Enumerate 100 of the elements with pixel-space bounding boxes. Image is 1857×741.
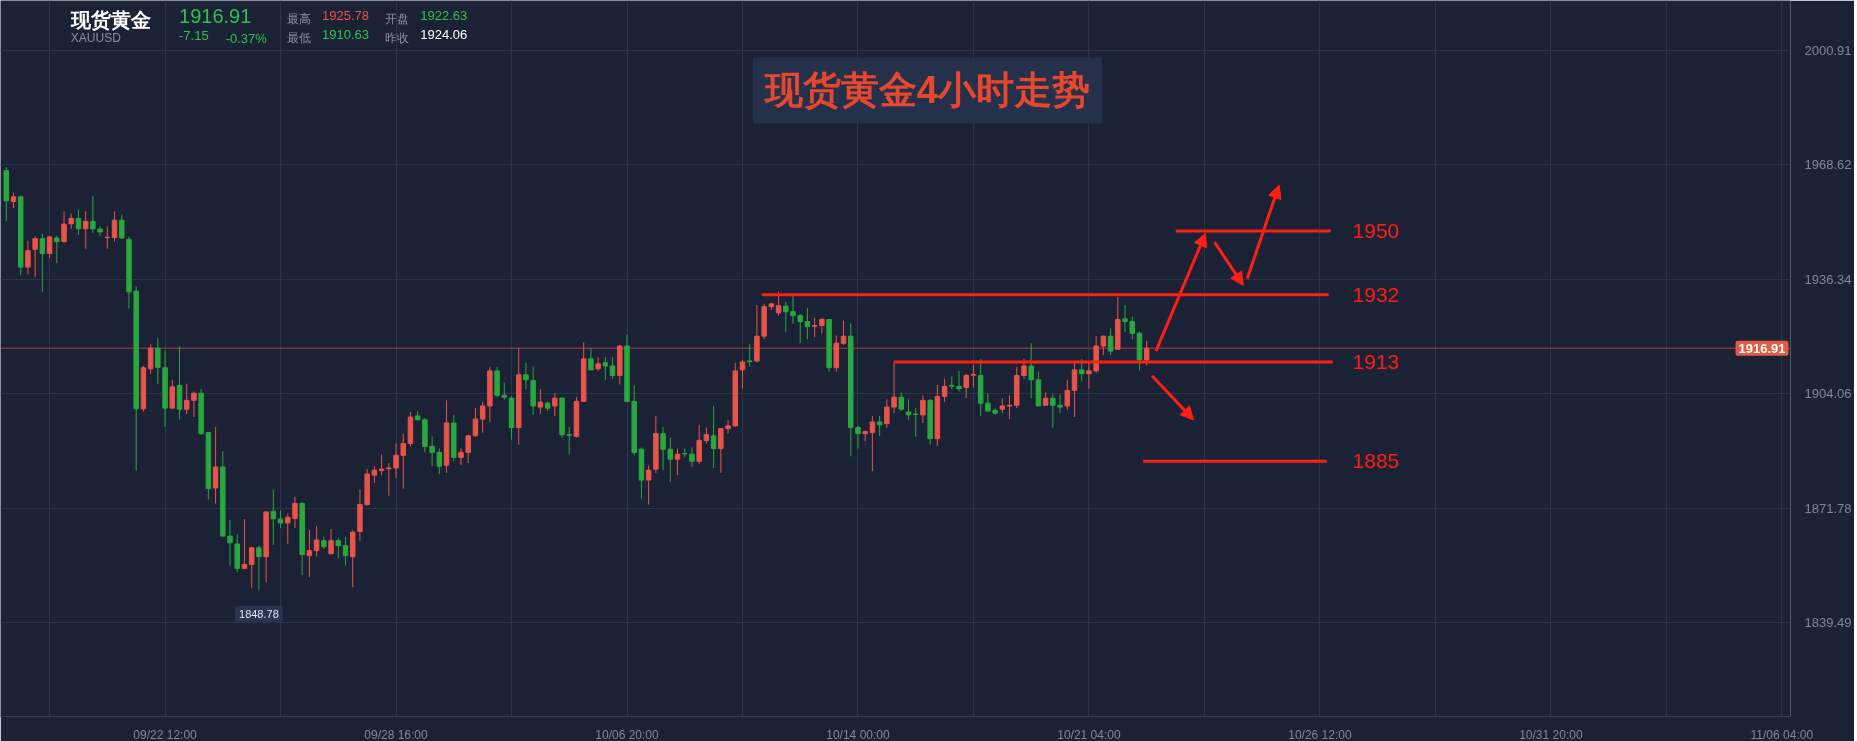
candlestick <box>393 443 399 479</box>
candlestick <box>696 424 702 465</box>
candlestick <box>104 225 111 250</box>
candlestick <box>1100 334 1107 356</box>
candlestick <box>335 537 342 559</box>
candlestick <box>328 528 334 555</box>
candlestick <box>609 356 616 380</box>
x-tick-label: 11/06 04:00 <box>1750 727 1814 741</box>
candlestick <box>1028 342 1034 399</box>
x-tick-label: 10/21 04:00 <box>1057 727 1121 741</box>
ref-line-label: 1916.91 <box>1738 340 1786 356</box>
candlestick <box>90 195 96 234</box>
candlestick <box>1086 361 1092 390</box>
candlestick <box>840 320 847 346</box>
candlestick <box>39 232 46 293</box>
candlestick <box>1107 327 1114 356</box>
candlestick <box>775 291 782 317</box>
y-tick-label: 1839.49 <box>1804 615 1852 631</box>
candlestick <box>46 235 53 259</box>
candlestick <box>313 525 320 558</box>
candlestick <box>32 235 38 278</box>
candlestick <box>1143 340 1150 367</box>
annotation: 1925.78 <box>321 8 369 24</box>
candlestick <box>710 405 717 469</box>
candlestick <box>566 426 572 455</box>
candlestick <box>176 345 183 420</box>
candlestick <box>212 426 219 504</box>
candlestick <box>956 370 962 392</box>
ref-line-label: 1885 <box>1352 449 1400 473</box>
candlestick <box>169 379 176 410</box>
candlestick <box>876 415 883 437</box>
candlestick <box>905 398 912 421</box>
ref-line-label: 1932 <box>1352 282 1400 306</box>
x-tick-label: 10/26 12:00 <box>1288 727 1352 741</box>
annotation: -7.15 <box>179 27 209 43</box>
candlestick <box>248 546 255 589</box>
candlestick <box>912 407 919 438</box>
x-tick-label: 10/14 00:00 <box>826 727 890 741</box>
candlestick <box>378 453 385 476</box>
candlestick <box>1064 379 1071 411</box>
ref-line-label: 1950 <box>1352 218 1400 242</box>
annotation: 昨收 <box>384 30 409 45</box>
candlestick <box>227 519 233 566</box>
annotation: 1924.06 <box>420 26 468 42</box>
candlestick <box>746 343 753 368</box>
candlestick <box>386 462 392 497</box>
y-tick-label: 1904.06 <box>1804 386 1852 402</box>
candlestick <box>342 536 349 566</box>
candlestick <box>884 398 890 429</box>
candlestick <box>111 210 118 243</box>
candlestick <box>61 210 67 244</box>
x-tick-label: 10/31 20:00 <box>1519 727 1583 741</box>
candlestick <box>472 407 479 437</box>
annotation: 1910.63 <box>321 26 369 42</box>
candlestick <box>537 388 544 415</box>
candlestick <box>689 446 695 468</box>
candlestick <box>552 392 558 417</box>
text: 现货黄金4小时走势 <box>762 69 1091 112</box>
candlestick <box>82 210 89 250</box>
candlestick <box>306 529 313 578</box>
annotation: 1922.63 <box>420 8 468 24</box>
ref-line-label: 1913 <box>1352 350 1400 374</box>
candlestick <box>804 307 811 340</box>
candlestick <box>1071 361 1078 418</box>
candlestick <box>256 545 262 591</box>
candlestick <box>1006 394 1013 420</box>
candlestick <box>645 464 652 506</box>
candlestick <box>674 448 681 476</box>
candlestick <box>75 209 82 236</box>
annotation: 1848.78 <box>239 607 279 620</box>
candlestick <box>119 214 125 240</box>
candlestick <box>941 378 948 403</box>
candlestick <box>963 373 969 399</box>
annotation: XAUUSD <box>70 30 122 45</box>
candlestick <box>970 364 977 389</box>
annotation: 最低 <box>287 30 312 45</box>
candlestick <box>891 361 897 414</box>
y-tick-label: 1871.78 <box>1804 500 1852 516</box>
y-tick-label: 1936.34 <box>1804 271 1852 287</box>
x-tick-label: 10/06 20:00 <box>595 727 660 741</box>
candlestick <box>241 518 248 570</box>
annotation: 现货黄金 <box>69 9 151 32</box>
candlestick <box>869 415 876 472</box>
candlestick <box>523 362 529 390</box>
y-tick-label: 2000.91 <box>1804 42 1852 58</box>
candlestick <box>147 343 154 375</box>
candlestick <box>25 240 31 275</box>
annotation: 开盘 <box>384 12 409 27</box>
candlestick <box>595 356 601 372</box>
y-tick-label: 1968.62 <box>1804 157 1852 173</box>
candlestick <box>898 392 905 412</box>
candlestick <box>920 394 926 424</box>
candlestick <box>602 356 609 381</box>
x-tick-label: 09/28 16:00 <box>364 727 429 741</box>
annotation: -0.37% <box>225 30 268 46</box>
annotation: 最高 <box>287 12 312 27</box>
candlestick <box>739 359 746 390</box>
x-tick-label: 09/22 12:00 <box>133 727 198 741</box>
candlestick <box>54 235 60 264</box>
annotation: 1916.91 <box>179 5 252 28</box>
